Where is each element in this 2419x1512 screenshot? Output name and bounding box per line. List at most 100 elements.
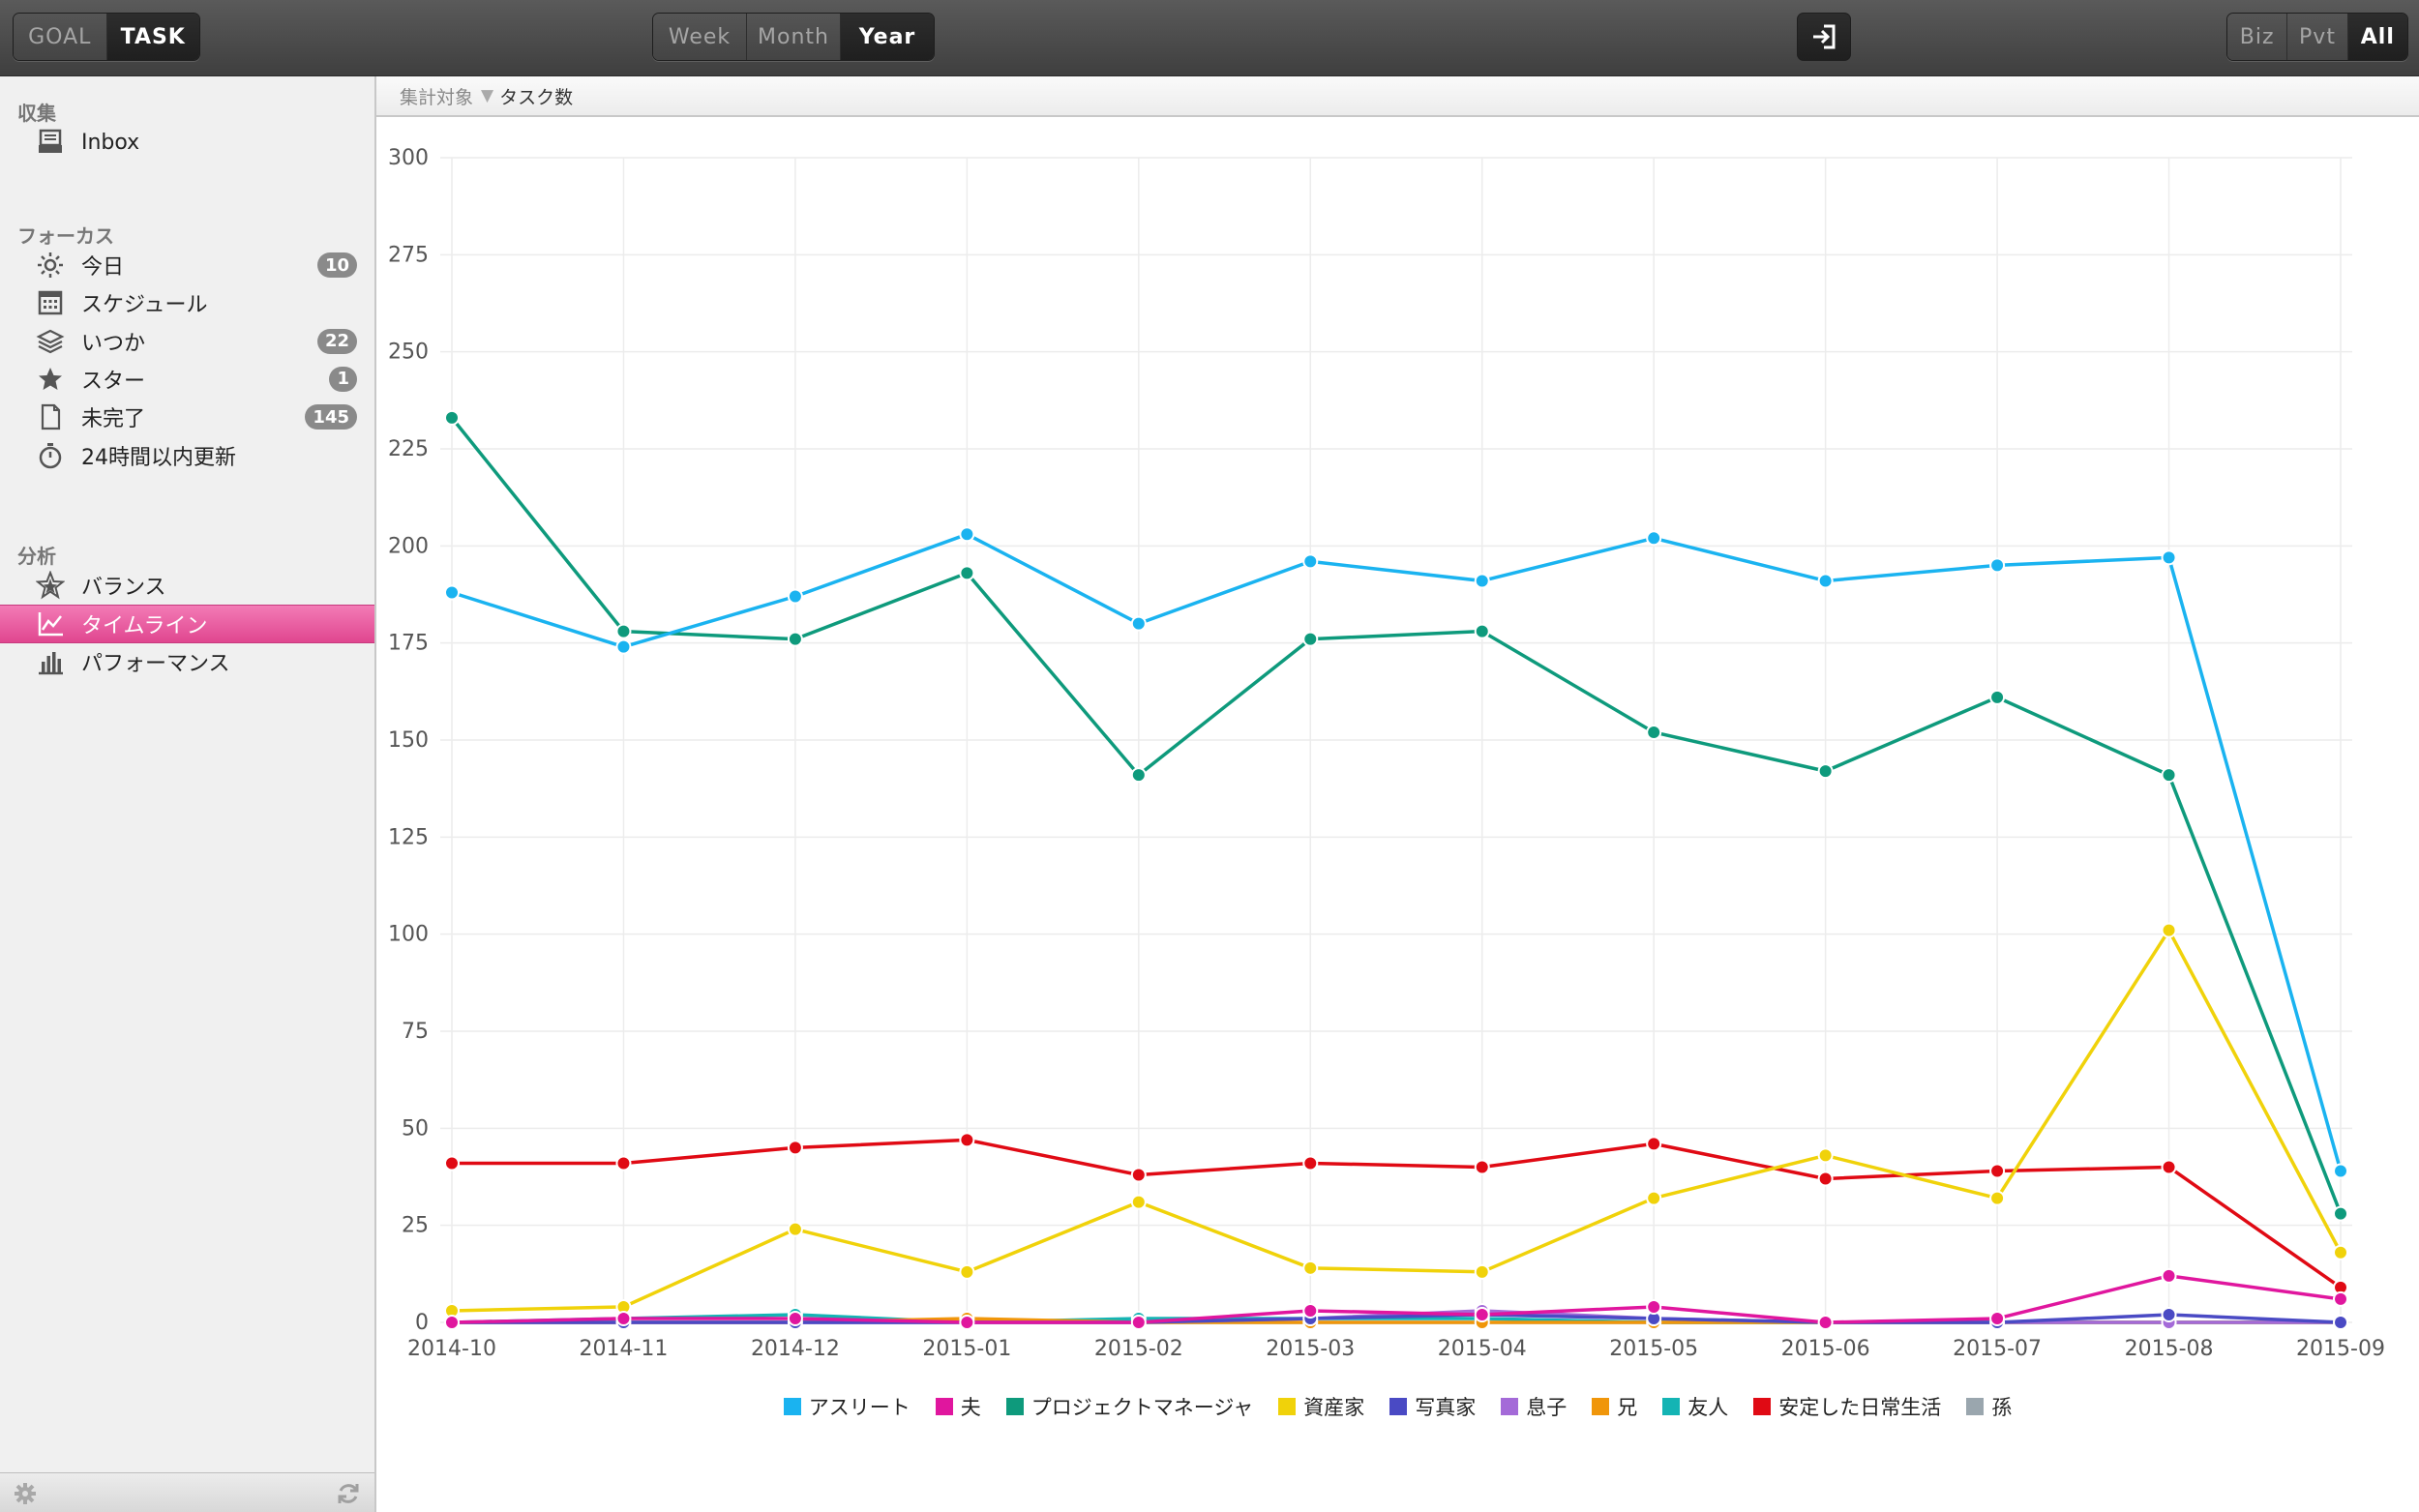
data-point [1130, 1315, 1147, 1330]
sidebar-item[interactable]: バランス [0, 567, 374, 604]
tab-goal[interactable]: GOAL [14, 14, 107, 60]
data-point [959, 565, 975, 581]
data-point [1817, 573, 1834, 589]
x-tick-label: 2015-05 [1609, 1337, 1698, 1361]
legend-label: 友人 [1687, 1396, 1729, 1419]
legend-entry[interactable]: 夫 [935, 1392, 981, 1421]
data-point [615, 623, 632, 639]
y-tick-label: 25 [402, 1214, 429, 1238]
data-point [2161, 922, 2177, 938]
data-point [1130, 767, 1147, 784]
legend-label: 息子 [1526, 1396, 1568, 1419]
legend-entry[interactable]: アスリート [783, 1392, 911, 1421]
x-tick-label: 2014-10 [407, 1337, 496, 1361]
sign-in-button[interactable] [1797, 13, 1851, 61]
tab-year[interactable]: Year [841, 14, 934, 60]
data-point [2333, 1315, 2348, 1330]
sidebar-item-label: バランス [81, 576, 166, 600]
inbox-icon [35, 127, 66, 158]
data-point [1646, 1190, 1662, 1206]
x-tick-label: 2015-01 [922, 1337, 1011, 1361]
line-chart-icon [35, 608, 66, 639]
bar-chart-icon [35, 646, 66, 677]
y-tick-label: 250 [388, 341, 429, 365]
series-line [451, 1274, 2342, 1324]
y-tick-label: 150 [388, 728, 429, 753]
tab-biz[interactable]: Biz [2227, 14, 2288, 60]
series-line [451, 532, 2343, 1171]
x-tick-label: 2015-09 [2296, 1337, 2385, 1361]
sidebar-item[interactable]: 今日 10 [0, 247, 374, 283]
sidebar-item-label: スケジュール [81, 293, 208, 318]
y-tick-label: 75 [402, 1020, 429, 1044]
legend-entry[interactable]: 写真家 [1389, 1392, 1476, 1421]
y-tick-label: 0 [415, 1311, 429, 1335]
sidebar: 収集 Inbox フォーカス 今日 10 スケジュール いつか 22 スター 1 未完了 145 24時… [0, 76, 376, 1512]
data-point [2161, 1267, 2177, 1284]
y-tick-label: 225 [388, 437, 429, 461]
data-point [444, 1315, 460, 1330]
legend-label: アスリート [808, 1396, 911, 1419]
range-switch: Week Month Year [652, 13, 935, 61]
sidebar-item[interactable]: 24時間以内更新 [0, 437, 374, 474]
sidebar-item[interactable]: 未完了 145 [0, 399, 374, 435]
mode-switch: GOAL TASK [13, 13, 200, 61]
x-tick-label: 2015-07 [1953, 1337, 2042, 1361]
sidebar-item[interactable]: いつか 22 [0, 323, 374, 360]
toolbar: GOAL TASK Week Month Year Biz Pvt All [0, 0, 2419, 76]
legend-entry[interactable]: 息子 [1501, 1392, 1567, 1421]
y-tick-label: 175 [388, 632, 429, 656]
filter-value[interactable]: タスク数 [499, 86, 574, 108]
sun-icon [35, 250, 66, 281]
sidebar-section-title: 分析 [17, 545, 56, 568]
data-point [787, 588, 803, 605]
gear-icon[interactable] [14, 1482, 37, 1505]
sidebar-item[interactable]: Inbox [0, 124, 374, 161]
data-point [1646, 1298, 1662, 1315]
sidebar-item[interactable]: スター 1 [0, 361, 374, 398]
sidebar-item[interactable]: スケジュール [0, 284, 374, 321]
data-point [1302, 1155, 1319, 1171]
legend-entry[interactable]: 兄 [1592, 1392, 1637, 1421]
tab-task[interactable]: TASK [106, 14, 199, 60]
sidebar-item-label: パフォーマンス [81, 651, 230, 676]
data-point [1474, 623, 1490, 639]
refresh-icon[interactable] [336, 1481, 361, 1506]
data-point [1302, 553, 1319, 570]
legend-swatch [1753, 1398, 1772, 1415]
data-point [1817, 1147, 1834, 1164]
tab-pvt[interactable]: Pvt [2287, 14, 2348, 60]
sidebar-item[interactable]: タイムライン [0, 605, 374, 644]
filter-dropdown-arrow[interactable]: ▼ [481, 86, 494, 105]
data-point [615, 1155, 632, 1171]
tab-month[interactable]: Month [747, 14, 841, 60]
x-tick-label: 2015-08 [2125, 1337, 2214, 1361]
sidebar-item-label: タイムライン [81, 614, 208, 639]
legend-entry[interactable]: プロジェクトマネージャ [1005, 1392, 1253, 1421]
legend-entry[interactable]: 資産家 [1278, 1392, 1364, 1421]
y-tick-label: 125 [388, 825, 429, 849]
data-point [1474, 1159, 1490, 1175]
legend-entry[interactable]: 安定した日常生活 [1753, 1392, 1941, 1421]
data-point [959, 1263, 975, 1280]
legend-entry[interactable]: 孫 [1966, 1392, 2012, 1421]
y-tick-label: 300 [388, 146, 429, 170]
legend-label: 兄 [1617, 1396, 1638, 1419]
legend-swatch [1278, 1398, 1297, 1415]
sign-in-icon [1813, 24, 1836, 49]
legend-swatch [1501, 1398, 1519, 1415]
sidebar-footer [0, 1472, 374, 1512]
filter-bar: 集計対象 ▼ タスク数 [376, 76, 2419, 117]
tab-all[interactable]: All [2347, 14, 2407, 60]
sidebar-item[interactable]: パフォーマンス [0, 643, 374, 680]
scope-switch: Biz Pvt All [2226, 13, 2408, 61]
data-point [1130, 1194, 1147, 1210]
sidebar-item-label: 未完了 [81, 407, 146, 432]
legend-swatch [783, 1398, 801, 1415]
legend-swatch [1389, 1398, 1408, 1415]
data-point [1817, 763, 1834, 780]
legend-entry[interactable]: 友人 [1662, 1392, 1728, 1421]
tab-week[interactable]: Week [653, 14, 747, 60]
data-point [1646, 530, 1662, 547]
x-tick-label: 2015-04 [1438, 1337, 1527, 1361]
